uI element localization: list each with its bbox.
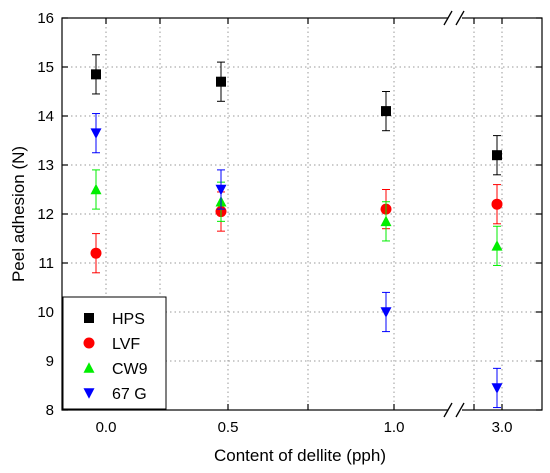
series-hps [91,54,502,176]
data-point [380,307,392,318]
y-tick-label: 11 [38,255,54,272]
series-lvf [90,184,503,274]
y-tick-label: 15 [37,59,54,76]
legend-marker [83,362,95,373]
data-point [381,106,391,117]
legend: HPS LVF CW9 67 G [62,296,167,410]
data-point [90,247,102,259]
data-point [491,383,503,394]
y-tick-label: 16 [37,10,54,27]
data-point [91,69,101,80]
axis-break-mark [443,10,453,26]
data-point [90,183,102,195]
y-axis-title: Peel adhesion (N) [9,146,28,282]
y-tick-label: 12 [37,206,54,223]
y-tick-label: 14 [37,108,54,125]
x-tick-label: 1.0 [384,419,405,436]
grid-lines [62,18,542,410]
data-point [215,184,227,196]
legend-item: LVF [83,336,140,353]
legend-label: CW9 [112,361,148,378]
x-tick-label: 0.5 [218,419,239,436]
legend-item: HPS [84,311,145,328]
y-tick-label: 8 [46,402,54,419]
data-point [492,150,502,161]
x-tick-label: 3.0 [492,419,513,436]
y-tick-label: 9 [46,353,54,370]
series-cw9 [90,169,503,266]
plot-frame [61,17,543,411]
legend-label: HPS [112,311,145,328]
axis-break-mark [443,402,453,418]
data-point [380,215,392,227]
axis-break-mark [455,402,465,418]
data-point [216,76,226,87]
y-tick-label: 13 [37,157,54,174]
legend-item: CW9 [83,361,148,378]
legend-label: 67 G [112,386,147,403]
legend-item: 67 G [83,386,147,403]
tick-labels: 8 9 10 11 12 13 14 15 16 0.0 0.5 1.0 3.0 [37,10,512,436]
data-points [90,54,503,409]
x-tick-label: 0.0 [96,419,117,436]
legend-label: LVF [112,336,140,353]
x-axis-title: Content of dellite (pph) [214,446,386,465]
data-point [491,240,503,251]
data-point [90,128,102,139]
legend-box [62,296,167,410]
legend-marker [83,388,95,399]
series-67-g [90,113,503,409]
legend-marker [84,313,94,323]
data-point [491,198,503,210]
axis-break [443,10,465,418]
axis-break-mark [455,10,465,26]
legend-marker [83,337,95,349]
y-tick-label: 10 [37,304,54,321]
